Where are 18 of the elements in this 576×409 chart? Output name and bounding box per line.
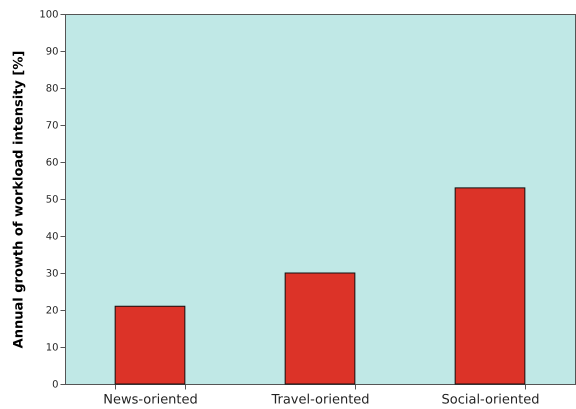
x-tick-label: Travel-oriented (270, 392, 370, 408)
y-tick-label: 80 (46, 84, 58, 94)
bar (454, 187, 526, 384)
y-tick-label: 100 (39, 10, 58, 20)
y-tick-label: 90 (46, 46, 58, 58)
y-tick-label: 50 (46, 194, 58, 206)
y-tick-label: 30 (46, 268, 58, 280)
y-tick-label: 60 (46, 158, 58, 168)
y-tick-label: 20 (46, 306, 58, 316)
y-tick-label: 70 (46, 120, 58, 132)
x-tick-label: News-oriented (103, 392, 198, 408)
bar (284, 272, 356, 384)
y-tick-label: 40 (46, 232, 58, 242)
x-tick-label: Social-oriented (442, 392, 540, 408)
y-axis-title: Annual growth of workload intensity [%] (11, 50, 26, 348)
y-tick-label: 0 (52, 380, 58, 390)
bar (114, 306, 186, 384)
y-tick-label: 10 (46, 342, 58, 354)
